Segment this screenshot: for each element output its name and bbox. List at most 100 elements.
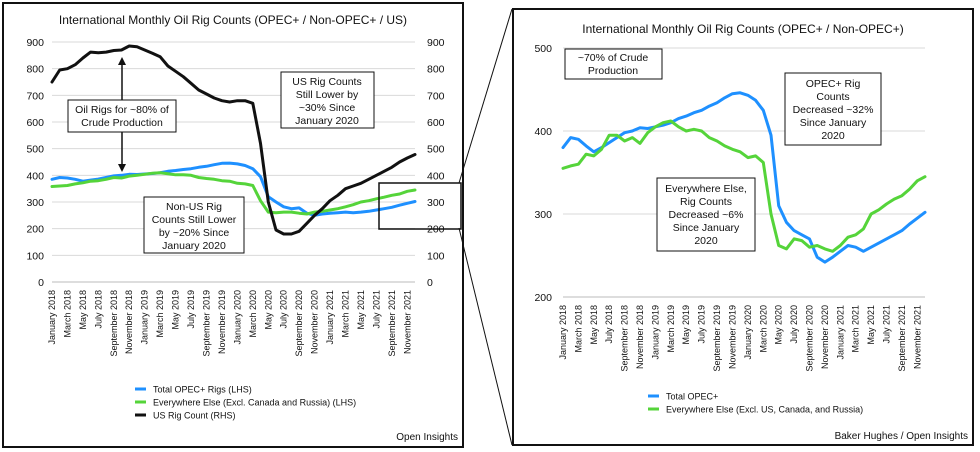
series-line-2 bbox=[561, 119, 927, 253]
x-tick-label: January 2020 bbox=[743, 305, 753, 360]
x-tick-label: September 2019 bbox=[712, 305, 722, 372]
legend-label: US Rig Count (RHS) bbox=[153, 411, 236, 421]
annotation-box-2 bbox=[784, 72, 882, 146]
x-tick-label: July 2021 bbox=[881, 305, 891, 344]
x-tick-label: May 2021 bbox=[866, 305, 876, 345]
annotation-box-2 bbox=[280, 71, 375, 129]
x-tick-label: July 2018 bbox=[604, 305, 614, 344]
x-tick-label: May 2018 bbox=[589, 305, 599, 345]
y-tick-label-left: 700 bbox=[26, 90, 44, 102]
x-tick-label: January 2019 bbox=[650, 305, 660, 360]
x-tick-label: January 2018 bbox=[47, 290, 57, 345]
annotation-box-3 bbox=[143, 196, 245, 254]
x-tick-label: September 2020 bbox=[804, 305, 814, 372]
annotation-box-1 bbox=[564, 48, 663, 80]
annotation-text-3: Decreased ~6% bbox=[668, 209, 743, 221]
y-tick-label-right: 300 bbox=[427, 197, 445, 209]
series-line-3 bbox=[50, 44, 417, 236]
x-tick-label: January 2021 bbox=[835, 305, 845, 360]
x-tick-label: September 2018 bbox=[620, 305, 630, 372]
zoom-region-box bbox=[378, 182, 462, 230]
x-tick-label: May 2018 bbox=[78, 290, 88, 330]
x-tick-label: March 2018 bbox=[573, 305, 583, 353]
annotation-text-3: Since January bbox=[673, 222, 740, 234]
x-tick-label: January 2021 bbox=[325, 290, 335, 345]
series-line-1 bbox=[50, 161, 417, 217]
y-tick-label-left: 800 bbox=[26, 64, 44, 76]
x-tick-label: March 2019 bbox=[155, 290, 165, 338]
annotation-arrowhead-up bbox=[118, 57, 126, 65]
x-tick-label: November 2021 bbox=[912, 305, 922, 369]
annotation-box-3 bbox=[656, 177, 756, 252]
annotation-text-2: ~30% Since bbox=[299, 102, 355, 114]
y-tick-label-right: 400 bbox=[427, 170, 445, 182]
annotation-box-1 bbox=[67, 99, 177, 133]
y-tick-label-left: 900 bbox=[26, 37, 44, 49]
left-chart: International Monthly Oil Rig Counts (OP… bbox=[26, 13, 462, 443]
legend-label: Everywhere Else (Excl. US, Canada, and R… bbox=[666, 405, 863, 415]
chart-title: International Monthly Oil Rig Counts (OP… bbox=[582, 22, 903, 36]
x-tick-label: July 2019 bbox=[186, 290, 196, 329]
x-tick-label: March 2020 bbox=[758, 305, 768, 353]
x-tick-label: September 2018 bbox=[109, 290, 119, 357]
annotation-text-3: 2020 bbox=[694, 235, 718, 247]
y-tick-label-right: 900 bbox=[427, 37, 445, 49]
y-tick-label-left: 200 bbox=[26, 224, 44, 236]
annotation-text-1: Crude Production bbox=[81, 117, 163, 129]
y-tick-label-right: 700 bbox=[427, 90, 445, 102]
annotation-text-2: Counts bbox=[816, 91, 849, 103]
x-tick-label: May 2021 bbox=[356, 290, 366, 330]
chart-title: International Monthly Oil Rig Counts (OP… bbox=[59, 13, 407, 27]
y-tick-label-right: 600 bbox=[427, 117, 445, 129]
x-tick-label: March 2021 bbox=[340, 290, 350, 338]
y-tick-label-left: 0 bbox=[38, 277, 44, 289]
annotation-text-1: Production bbox=[588, 65, 638, 77]
annotation-text-3: Everywhere Else, bbox=[665, 183, 747, 195]
annotation-text-2: January 2020 bbox=[295, 115, 359, 127]
y-tick-label-right: 500 bbox=[427, 144, 445, 156]
annotation-text-1: ~70% of Crude bbox=[578, 52, 648, 64]
y-tick-label-left: 300 bbox=[26, 197, 44, 209]
x-tick-label: May 2020 bbox=[774, 305, 784, 345]
x-tick-label: January 2019 bbox=[140, 290, 150, 345]
annotation-text-3: January 2020 bbox=[162, 240, 226, 252]
x-tick-label: November 2019 bbox=[727, 305, 737, 369]
y-tick-label-left: 100 bbox=[26, 250, 44, 262]
x-tick-label: May 2020 bbox=[263, 290, 273, 330]
x-tick-label: July 2018 bbox=[93, 290, 103, 329]
x-tick-label: July 2019 bbox=[697, 305, 707, 344]
x-tick-label: January 2020 bbox=[232, 290, 242, 345]
x-tick-label: September 2020 bbox=[294, 290, 304, 357]
x-tick-label: September 2019 bbox=[201, 290, 211, 357]
x-tick-label: November 2020 bbox=[310, 290, 320, 354]
source-label: Baker Hughes / Open Insights bbox=[835, 431, 968, 442]
right-chart: International Monthly Oil Rig Counts (OP… bbox=[534, 22, 968, 442]
annotation-text-2: US Rig Counts bbox=[292, 76, 361, 88]
y-tick-label-right: 800 bbox=[427, 64, 445, 76]
y-tick-label: 200 bbox=[534, 292, 552, 304]
y-tick-label-left: 600 bbox=[26, 117, 44, 129]
annotation-text-2: OPEC+ Rig bbox=[806, 78, 861, 90]
annotation-text-3: Non-US Rig bbox=[166, 201, 222, 213]
x-tick-label: March 2019 bbox=[666, 305, 676, 353]
y-tick-label: 400 bbox=[534, 126, 552, 138]
x-tick-label: July 2020 bbox=[279, 290, 289, 329]
x-tick-label: May 2019 bbox=[681, 305, 691, 345]
x-tick-label: September 2021 bbox=[387, 290, 397, 357]
x-tick-label: March 2021 bbox=[851, 305, 861, 353]
legend-label: Everywhere Else (Excl. Canada and Russia… bbox=[153, 398, 356, 408]
x-tick-label: March 2018 bbox=[62, 290, 72, 338]
annotation-text-2: 2020 bbox=[821, 130, 845, 142]
annotation-text-2: Still Lower by bbox=[296, 89, 359, 101]
legend-label: Total OPEC+ Rigs (LHS) bbox=[153, 385, 252, 395]
annotation-text-3: Counts Still Lower bbox=[152, 214, 237, 226]
y-tick-label-right: 100 bbox=[427, 250, 445, 262]
source-label: Open Insights bbox=[396, 432, 458, 443]
x-tick-label: November 2020 bbox=[820, 305, 830, 369]
y-tick-label-left: 400 bbox=[26, 170, 44, 182]
x-tick-label: November 2019 bbox=[217, 290, 227, 354]
left-chart-panel: International Monthly Oil Rig Counts (OP… bbox=[2, 2, 464, 448]
x-tick-label: November 2018 bbox=[124, 290, 134, 354]
annotation-arrowhead-down bbox=[118, 164, 126, 172]
y-tick-label: 500 bbox=[534, 43, 552, 55]
